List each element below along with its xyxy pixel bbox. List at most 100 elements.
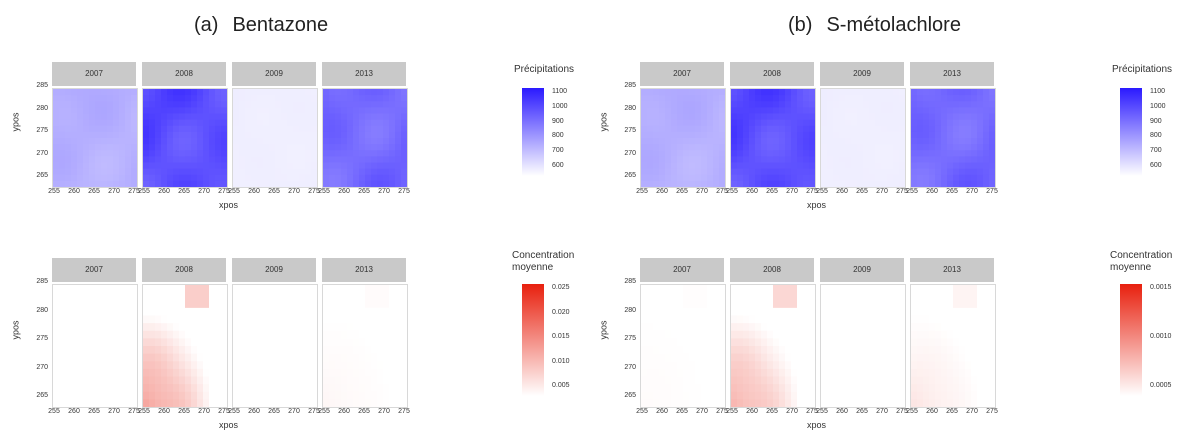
- heatmap-cell: [191, 125, 198, 133]
- heatmap-cell: [125, 307, 132, 317]
- heatmap-cell: [371, 399, 378, 407]
- heatmap-cell: [917, 138, 924, 145]
- heatmap-cell: [347, 144, 354, 151]
- heatmap-cell: [203, 330, 210, 339]
- heatmap-cell: [221, 315, 227, 324]
- heatmap-cell: [221, 101, 227, 108]
- heatmap-cell: [749, 323, 756, 332]
- heatmap-cell: [641, 168, 648, 176]
- heatmap-panel-2008: [142, 284, 228, 408]
- heatmap-cell: [863, 162, 870, 170]
- heatmap-cell: [689, 162, 696, 170]
- facet-strip-2007: 2007: [52, 258, 136, 282]
- heatmap-cell: [383, 353, 390, 362]
- heatmap-cell: [335, 144, 342, 151]
- heatmap-cell: [911, 180, 918, 187]
- heatmap-cell: [233, 376, 240, 385]
- heatmap-cell: [365, 330, 372, 339]
- legend-tick-label: 0.010: [552, 357, 570, 365]
- heatmap-cell: [791, 125, 798, 133]
- heatmap-cell: [767, 162, 774, 170]
- heatmap-cell: [245, 399, 252, 407]
- heatmap-cell: [695, 138, 702, 145]
- heatmap-cell: [887, 292, 894, 301]
- heatmap-cell: [161, 131, 168, 139]
- heatmap-cell: [299, 376, 306, 385]
- heatmap-cell: [653, 292, 660, 301]
- heatmap-cell: [965, 113, 972, 121]
- heatmap-cell: [689, 131, 696, 139]
- heatmap-cell: [887, 150, 894, 157]
- heatmap-cell: [395, 101, 402, 108]
- heatmap-cell: [965, 168, 972, 176]
- heatmap-cell: [395, 95, 402, 102]
- heatmap-cell: [959, 180, 966, 187]
- heatmap-cell: [197, 292, 204, 301]
- heatmap-cell: [953, 162, 960, 170]
- heatmap-cell: [311, 113, 317, 121]
- heatmap-cell: [323, 330, 330, 339]
- heatmap-cell: [641, 180, 648, 187]
- heatmap-cell: [809, 391, 815, 400]
- heatmap-cell: [971, 285, 978, 294]
- heatmap-cell: [641, 300, 648, 309]
- heatmap-cell: [161, 315, 168, 324]
- heatmap-cell: [851, 168, 858, 176]
- heatmap-cell: [167, 353, 174, 362]
- heatmap-cell: [323, 138, 330, 145]
- heatmap-cell: [851, 346, 858, 355]
- heatmap-cell: [971, 353, 978, 362]
- heatmap-cell: [977, 323, 984, 332]
- heatmap-cell: [773, 391, 780, 400]
- heatmap-cell: [329, 384, 336, 393]
- heatmap-cell: [161, 368, 168, 378]
- heatmap-cell: [899, 300, 905, 309]
- heatmap-cell: [389, 285, 396, 294]
- x-tick-label: 275: [896, 408, 908, 415]
- heatmap-cell: [101, 391, 108, 400]
- heatmap-cell: [701, 391, 708, 400]
- heatmap-svg: [233, 89, 317, 187]
- heatmap-cell: [383, 180, 390, 187]
- heatmap-cell: [773, 315, 780, 324]
- heatmap-cell: [197, 346, 204, 355]
- heatmap-cell: [761, 384, 768, 393]
- heatmap-cell: [671, 338, 678, 347]
- heatmap-cell: [959, 361, 966, 370]
- heatmap-cell: [689, 180, 696, 187]
- heatmap-cell: [305, 107, 312, 115]
- heatmap-cell: [371, 113, 378, 121]
- heatmap-cell: [911, 156, 918, 164]
- heatmap-cell: [857, 330, 864, 339]
- heatmap-cell: [269, 125, 276, 133]
- heatmap-cell: [719, 323, 725, 332]
- heatmap-cell: [281, 101, 288, 108]
- heatmap-cell: [149, 162, 156, 170]
- heatmap-cell: [173, 138, 180, 145]
- heatmap-cell: [245, 361, 252, 370]
- heatmap-cell: [215, 156, 222, 164]
- heatmap-cell: [839, 391, 846, 400]
- heatmap-cell: [821, 300, 828, 309]
- heatmap-cell: [929, 180, 936, 187]
- heatmap-cell: [329, 131, 336, 139]
- heatmap-cell: [761, 353, 768, 362]
- x-tick-label: 275: [398, 408, 410, 415]
- heatmap-cell: [377, 138, 384, 145]
- heatmap-cell: [677, 119, 684, 127]
- heatmap-cell: [713, 353, 720, 362]
- heatmap-cell: [947, 346, 954, 355]
- heatmap-cell: [809, 107, 815, 115]
- heatmap-cell: [971, 323, 978, 332]
- heatmap-cell: [833, 292, 840, 301]
- heatmap-cell: [365, 353, 372, 362]
- heatmap-cell: [251, 101, 258, 108]
- colorbar: [1120, 284, 1142, 396]
- heatmap-cell: [953, 131, 960, 139]
- heatmap-cell: [185, 300, 192, 309]
- heatmap-cell: [215, 125, 222, 133]
- heatmap-cell: [749, 180, 756, 187]
- heatmap-cell: [785, 131, 792, 139]
- heatmap-cell: [791, 95, 798, 102]
- heatmap-cell: [923, 144, 930, 151]
